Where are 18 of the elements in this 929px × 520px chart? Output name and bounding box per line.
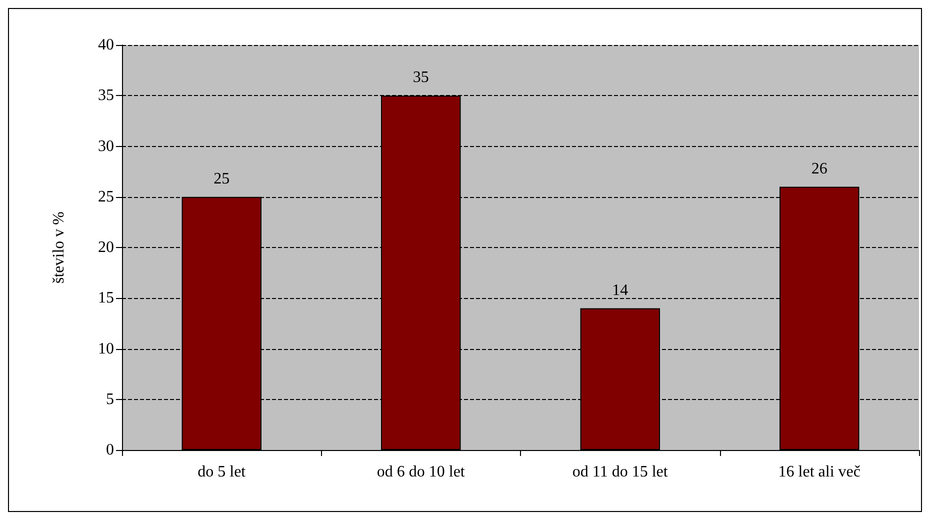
data-label: 25 [214,170,230,188]
y-tick-label: 0 [106,442,114,458]
x-tick-label: 16 let ali več [778,464,860,480]
y-tick-label: 35 [98,87,114,104]
x-tick-label: od 11 do 15 let [572,464,668,480]
y-tick-label: 40 [98,36,114,54]
y-tick-label: 10 [98,340,114,358]
data-label: 26 [811,160,828,178]
y-axis-title: število v % [50,212,68,284]
y-tick-label: 25 [98,188,114,206]
y-tick-label: 15 [98,290,114,307]
x-tick-label: do 5 let [198,464,246,480]
y-tick-label: 30 [98,138,114,155]
data-label: 14 [612,282,628,299]
y-tick-label: 5 [106,390,114,408]
y-tick-label: 20 [98,239,114,256]
x-tick-label: od 6 do 10 let [376,464,466,480]
data-label: 35 [412,69,429,86]
